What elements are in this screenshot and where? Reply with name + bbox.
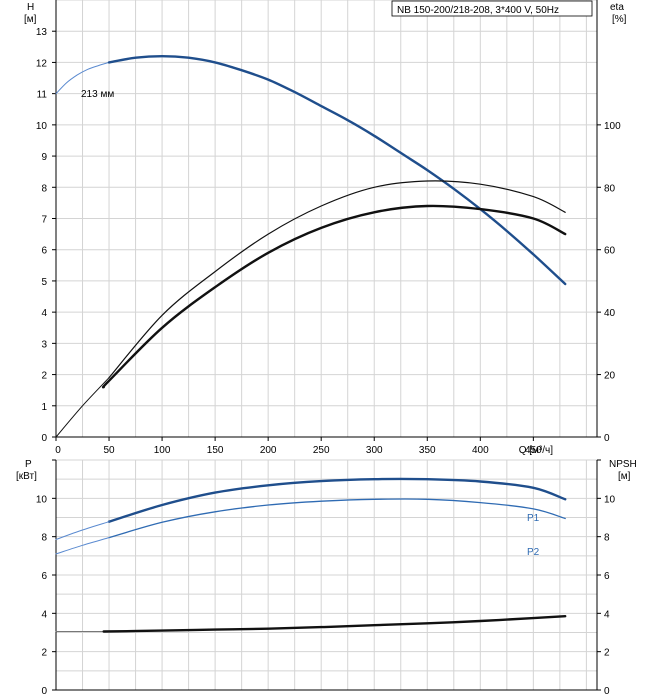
top-left-ylabel-unit: [м]: [24, 14, 37, 25]
series-eta-upper-line: [108, 180, 566, 379]
bottom-right-tick-label: 8: [604, 533, 610, 544]
top-left-tick-label: 8: [41, 183, 47, 194]
top-right-tick-label: 40: [604, 308, 616, 319]
p2-label: P2: [527, 547, 540, 558]
top-left-tick-label: 9: [41, 152, 47, 163]
x-tick-label: 350: [419, 445, 436, 456]
bottom-right-tick-label: 2: [604, 648, 610, 659]
series-p1-line: [107, 477, 567, 523]
annotation-213mm: 213 мм: [81, 89, 114, 100]
x-tick-label: 100: [154, 445, 171, 456]
x-tick-label: 400: [472, 445, 489, 456]
top-left-tick-label: 12: [36, 58, 48, 69]
top-left-tick-label: 2: [41, 371, 47, 382]
x-tick-label: 200: [260, 445, 277, 456]
p1-label: P1: [527, 513, 540, 524]
top-left-tick-label: 6: [41, 246, 47, 257]
bottom-left-tick-label: 0: [41, 686, 47, 697]
title-text: NB 150-200/218-208, 3*400 V, 50Hz: [397, 5, 559, 16]
series-p2-extension-line: [55, 537, 110, 555]
x-axis-label: Q [м³/ч]: [519, 445, 554, 456]
top-left-tick-label: 10: [36, 121, 48, 132]
title-box: [391, 0, 593, 17]
bottom-left-tick-label: 4: [41, 609, 47, 620]
bottom-right-tick-label: 6: [604, 571, 610, 582]
top-left-tick-label: 5: [41, 277, 47, 288]
series-eta-lower-line: [101, 204, 567, 389]
bottom-right-tick-label: 4: [604, 609, 610, 620]
top-left-ylabel-h: H: [27, 2, 34, 13]
bottom-left-tick-label: 2: [41, 648, 47, 659]
bottom-left-tick-label: 6: [41, 571, 47, 582]
bottom-left-ylabel-unit: [кВт]: [16, 471, 37, 482]
series-head-extension-line: [55, 61, 110, 95]
top-left-tick-label: 0: [41, 433, 47, 444]
bottom-left-ylabel-p: P: [25, 459, 32, 470]
series-p2-line: [108, 498, 566, 539]
bottom-left-tick-label: 10: [36, 494, 48, 505]
series-p1-extension-line: [55, 521, 110, 540]
bottom-right-tick-label: 0: [604, 686, 610, 697]
top-right-tick-label: 100: [604, 121, 621, 132]
x-tick-label: 150: [207, 445, 224, 456]
top-left-tick-label: 7: [41, 215, 47, 226]
top-left-tick-label: 11: [37, 90, 48, 101]
top-right-tick-label: 20: [604, 371, 616, 382]
top-left-tick-label: 1: [41, 402, 47, 413]
top-left-tick-label: 13: [36, 27, 48, 38]
x-tick-label: 0: [55, 445, 61, 456]
bottom-left-tick-label: 8: [41, 533, 47, 544]
bottom-grid: [55, 459, 597, 691]
top-grid: [55, 0, 597, 438]
top-right-ylabel-unit: [%]: [612, 14, 627, 25]
top-right-tick-label: 80: [604, 183, 616, 194]
top-left-tick-label: 3: [41, 339, 47, 350]
top-right-tick-label: 0: [604, 433, 610, 444]
series-layer: [55, 55, 567, 633]
x-tick-label: 450: [525, 445, 542, 456]
top-right-tick-label: 60: [604, 246, 616, 257]
top-left-tick-label: 4: [41, 308, 47, 319]
x-tick-label: 300: [366, 445, 383, 456]
bottom-axes: 0 2 4 6 8 10 0 2 4 6 8 10: [36, 459, 616, 697]
bottom-right-ylabel-npsh: NPSH: [609, 459, 637, 470]
bottom-right-tick-label: 10: [604, 494, 616, 505]
series-eta-upper-extension-line: [55, 377, 110, 438]
labels-layer: NB 150-200/218-208, 3*400 V, 50Hz H [м] …: [16, 0, 637, 558]
top-right-ylabel-eta: eta: [610, 2, 624, 13]
x-tick-label: 50: [103, 445, 115, 456]
series-npsh-line: [102, 615, 567, 633]
bottom-right-ylabel-unit: [м]: [618, 471, 631, 482]
series-head-line: [107, 55, 567, 286]
x-tick-label: 250: [313, 445, 330, 456]
